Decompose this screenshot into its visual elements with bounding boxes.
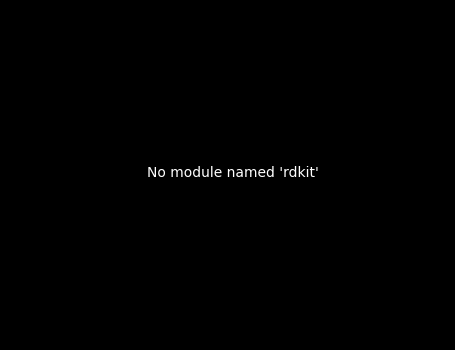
Text: No module named 'rdkit': No module named 'rdkit' bbox=[147, 166, 319, 180]
